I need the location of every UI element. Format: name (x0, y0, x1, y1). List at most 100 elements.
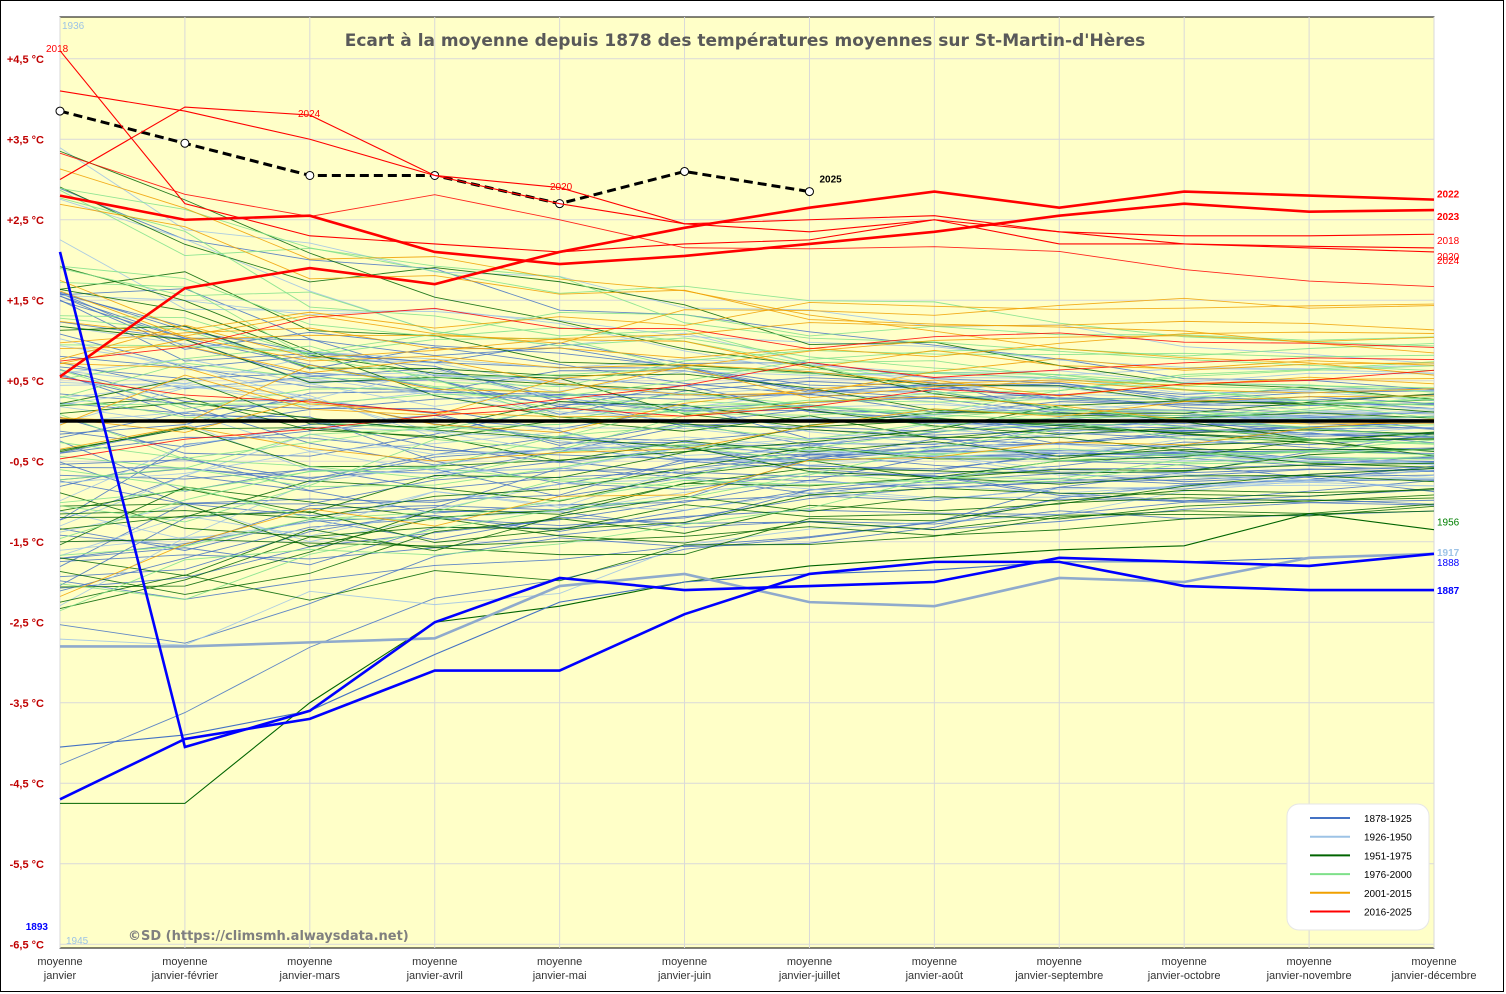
background-series-line (59, 188, 1435, 391)
background-series-line (59, 469, 1435, 646)
background-series-line (59, 497, 1435, 543)
background-series-line (59, 187, 1435, 347)
background-series-line (59, 266, 1435, 468)
background-series-line (59, 406, 1435, 481)
y-tick-label: -5,5 °C (10, 859, 44, 871)
background-series-line (59, 375, 1435, 506)
background-series-line (59, 297, 1435, 344)
legend: 1878-1925 1926-1950 1951-1975 1976-2000 2001… (1286, 803, 1430, 931)
background-series-line (59, 362, 1435, 445)
background-series-line (59, 361, 1435, 523)
background-series-line (59, 317, 1435, 444)
series-2018 (59, 50, 1435, 253)
y-tick-label: -4,5 °C (10, 778, 44, 790)
legend-label: 1926-1950 (1364, 833, 1412, 844)
background-series-line (59, 299, 1435, 405)
background-series-line (59, 399, 1435, 600)
y-tick-label: -2,5 °C (10, 617, 44, 629)
series-label-2023: 2023 (1437, 212, 1460, 223)
series-2025-marker (180, 138, 190, 148)
background-series-line (59, 415, 1435, 451)
series-label-2018: 2018 (1437, 236, 1460, 247)
background-series-line (59, 279, 1435, 331)
x-tick-label: moyenne janvier-septembre (1014, 956, 1103, 982)
background-series-line (59, 470, 1435, 589)
annotations: 1936 1945 (62, 21, 89, 947)
background-series-line (59, 367, 1435, 425)
series-label-1893: 1893 (26, 922, 49, 933)
series-inline-label-2020: 2020 (550, 182, 573, 193)
background-series-line (59, 390, 1435, 521)
year-annotation: 1936 (62, 21, 85, 32)
background-series-line (59, 358, 1435, 407)
background-series-line (59, 396, 1435, 556)
background-series-line (59, 419, 1435, 607)
background-series-line (59, 343, 1435, 406)
x-tick-label: moyenne janvier-avril (406, 956, 463, 982)
legend-label: 1976-2000 (1364, 870, 1412, 881)
background-series-line (59, 312, 1435, 354)
y-tick-label: +4,5 °C (7, 54, 44, 66)
y-tick-label: +3,5 °C (7, 134, 44, 146)
legend-label: 2001-2015 (1364, 889, 1412, 900)
background-series-line (59, 499, 1435, 551)
background-series-line (59, 487, 1435, 538)
series-label-1888: 1888 (1437, 558, 1460, 569)
x-tick-label: moyenne janvier-octobre (1147, 956, 1221, 982)
background-series-line (59, 393, 1435, 514)
chart-title: Ecart à la moyenne depuis 1878 des tempé… (345, 31, 1146, 51)
series-inline-label-2024: 2024 (298, 109, 321, 120)
series-1888 (59, 553, 1435, 748)
series-1893 (58, 251, 1435, 749)
background-series-line (59, 426, 1435, 502)
series-2023 (59, 194, 1435, 266)
background-series-line (59, 466, 1435, 521)
series-1887 (59, 560, 1434, 801)
background-series-line (59, 510, 1435, 547)
background-series-line (59, 431, 1435, 519)
x-tick-label: moyenne janvier-juillet (778, 956, 840, 982)
x-axis-ticks: moyenne janvier moyenne janvier-février moye… (37, 956, 1476, 982)
background-series-line (59, 327, 1435, 359)
background-series-line (59, 445, 1435, 488)
series-2025-marker (55, 106, 65, 116)
background-series-line (59, 147, 1435, 364)
background-series-line (59, 478, 1435, 557)
background-series-line (59, 402, 1435, 485)
background-series-line (59, 281, 1435, 406)
series-2022 (59, 190, 1435, 378)
x-tick-label: moyenne janvier-mars (279, 956, 341, 982)
background-series-line (59, 479, 1435, 600)
background-series-line (59, 468, 1435, 595)
background-series-line (59, 503, 1435, 603)
series-2025-marker (680, 166, 690, 176)
series-label-2020: 2020 (1437, 252, 1460, 263)
series-2025-marker (305, 170, 315, 180)
background-series-line (59, 393, 1435, 474)
background-series-line (59, 460, 1435, 518)
series-2025-marker (804, 187, 814, 197)
background-series-line (59, 455, 1435, 540)
background-series-line (59, 414, 1435, 480)
background-series-line (59, 197, 1435, 401)
series-label-2022: 2022 (1437, 190, 1460, 201)
series-inline-label-2018: 2018 (46, 44, 69, 55)
background-series-line (59, 345, 1435, 396)
series-1956 (60, 513, 1435, 804)
background-series-line (59, 494, 1435, 609)
background-series-line (59, 456, 1435, 562)
series-label-1887: 1887 (1437, 586, 1460, 597)
background-series-line (59, 433, 1435, 766)
x-tick-label: moyenne janvier (37, 956, 82, 982)
background-series-line (59, 189, 1435, 372)
background-series-line (59, 290, 1435, 387)
legend-label: 2016-2025 (1364, 908, 1412, 919)
series-label-1956: 1956 (1437, 518, 1460, 529)
background-series-line (59, 168, 1435, 376)
background-series-line (59, 430, 1435, 492)
y-tick-label: -0,5 °C (10, 456, 44, 468)
series-label-2025: 2025 (819, 175, 842, 186)
x-tick-label: moyenne janvier-mai (532, 956, 587, 982)
